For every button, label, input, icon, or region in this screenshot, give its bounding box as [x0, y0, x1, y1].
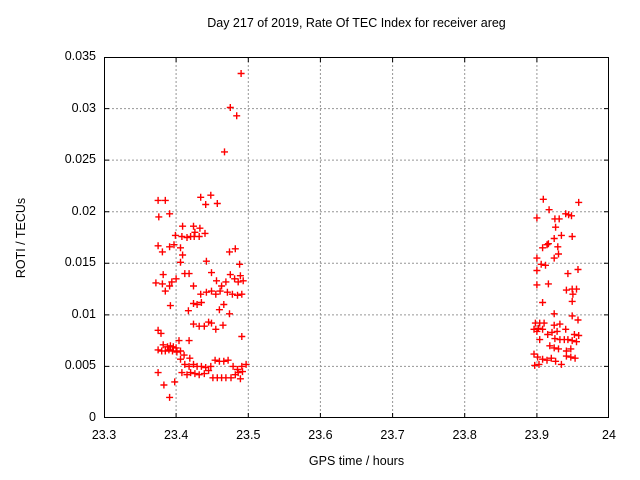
x-tick-label: 23.7 — [380, 428, 405, 442]
x-axis-title: GPS time / hours — [308, 454, 405, 468]
x-tick-label: 23.4 — [163, 428, 189, 442]
y-tick-label: 0.005 — [64, 358, 96, 373]
x-tick-label: 23.9 — [524, 428, 550, 442]
chart-title: Day 217 of 2019, Rate Of TEC Index for r… — [207, 16, 506, 30]
y-tick-label: 0.025 — [64, 152, 96, 167]
x-tick-label: 23.5 — [236, 428, 261, 442]
y-tick-label: 0.03 — [71, 100, 96, 115]
x-tick-label: 23.8 — [452, 428, 477, 442]
x-tick-label: 24 — [602, 428, 616, 442]
y-tick-label: 0.035 — [64, 49, 96, 63]
y-tick-label: 0.015 — [64, 255, 96, 270]
y-tick-label: 0.02 — [71, 203, 96, 218]
scatter-points — [152, 70, 583, 401]
y-tick-label: 0.01 — [71, 306, 96, 321]
gridlines — [104, 57, 609, 418]
x-tick-label: 23.3 — [91, 428, 117, 442]
plot-canvas — [104, 57, 609, 418]
plot-border — [104, 57, 609, 418]
tick-marks — [104, 57, 609, 418]
y-tick-label: 0 — [89, 410, 96, 424]
x-tick-label: 23.6 — [308, 428, 333, 442]
